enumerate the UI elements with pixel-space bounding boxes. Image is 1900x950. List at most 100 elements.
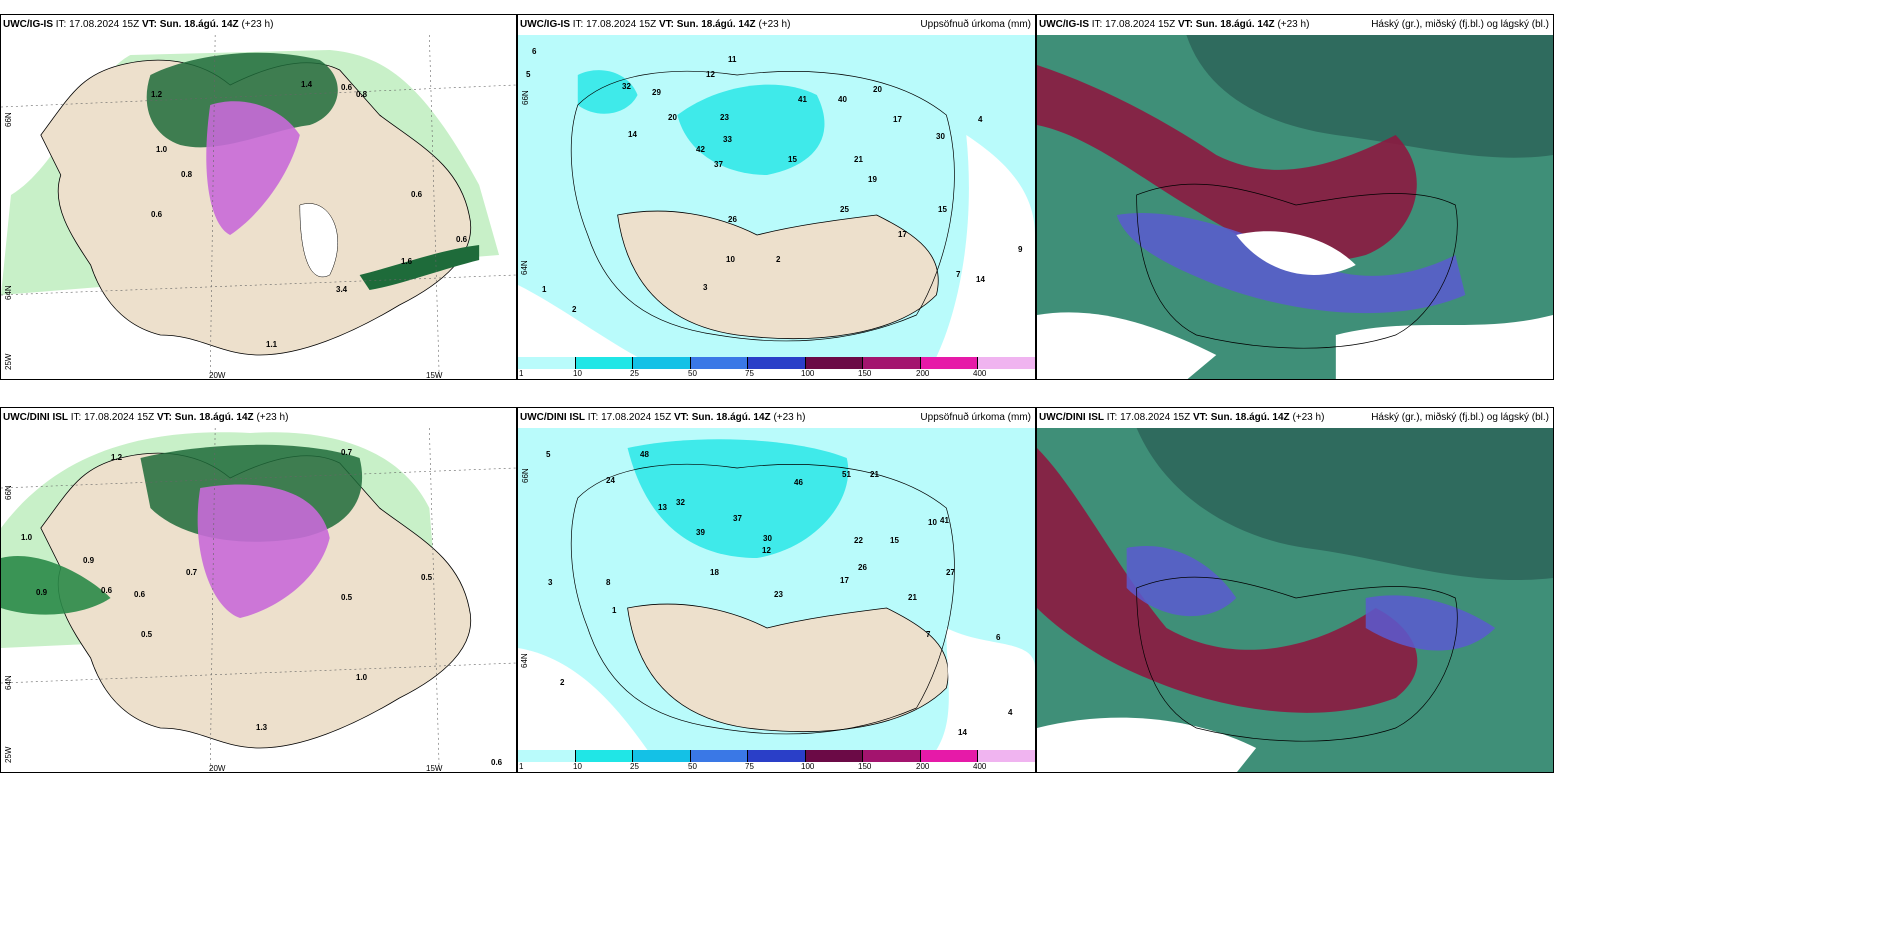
value-label: 1.6 xyxy=(401,257,413,266)
colorbar-tick: 75 xyxy=(745,762,754,771)
value-label: 30 xyxy=(763,534,772,543)
value-label: 10 xyxy=(726,255,735,264)
glacier xyxy=(299,203,338,278)
value-label: 0.6 xyxy=(134,590,146,599)
colorbar-swatch xyxy=(978,750,1035,762)
lat-label: 64N xyxy=(520,260,529,275)
value-label: 22 xyxy=(854,536,863,545)
value-label: 12 xyxy=(762,546,771,555)
value-label: 4 xyxy=(978,115,983,124)
panel-dini-wind-precip: UWC/DINI ISL IT: 17.08.2024 15Z VT: Sun.… xyxy=(0,407,517,773)
colorbar-tick: 150 xyxy=(858,762,872,771)
panel-field-label: Háský (gr.), miðský (fj.bl.) og lágský (… xyxy=(1371,412,1549,423)
value-label: 51 xyxy=(842,470,851,479)
colorbar: 1 10 25 50 75 100 150 200 400 xyxy=(518,750,1035,771)
value-label: 33 xyxy=(723,135,732,144)
map-plot: 0.7 1.2 1.0 0.9 0.9 0.6 0.6 0.5 0.7 0.5 … xyxy=(1,428,516,772)
no-precip-area xyxy=(518,285,638,357)
value-label: 4 xyxy=(1008,708,1013,717)
value-label: 8 xyxy=(606,578,611,587)
value-label: 6 xyxy=(996,633,1001,642)
precip-area-10 xyxy=(677,84,825,175)
value-label: 30 xyxy=(936,132,945,141)
high-cloud-area xyxy=(1186,35,1553,158)
value-label: 1.4 xyxy=(301,80,313,89)
colorbar-tick: 1 xyxy=(519,762,524,771)
value-label: 0.6 xyxy=(101,586,113,595)
value-label: 21 xyxy=(854,155,863,164)
map-plot: 6 5 12 11 32 29 20 23 41 40 20 17 30 14 … xyxy=(518,35,1035,357)
value-label: 10 xyxy=(928,518,937,527)
colorbar-tick: 10 xyxy=(573,762,582,771)
value-label: 20 xyxy=(668,113,677,122)
mid-cloud-area xyxy=(1037,65,1417,261)
colorbar-tick: 50 xyxy=(688,762,697,771)
panel-title: UWC/DINI ISL IT: 17.08.2024 15Z VT: Sun.… xyxy=(520,412,806,423)
colorbar-swatch xyxy=(806,750,863,762)
precip-area-10 xyxy=(627,439,849,558)
value-label: 21 xyxy=(870,470,879,479)
colorbar-tick: 150 xyxy=(858,369,872,378)
heavy-precip-core xyxy=(197,484,330,618)
value-label: 1.0 xyxy=(156,145,168,154)
coastline xyxy=(1136,183,1458,349)
map-svg xyxy=(1,35,516,379)
value-label: 1.2 xyxy=(111,453,123,462)
colorbar-tick: 75 xyxy=(745,369,754,378)
value-label: 9 xyxy=(1018,245,1023,254)
value-label: 0.6 xyxy=(341,83,353,92)
high-cloud-area xyxy=(1136,428,1553,581)
colorbar-swatch xyxy=(576,750,633,762)
value-label: 0.7 xyxy=(186,568,198,577)
map-svg xyxy=(518,428,1035,750)
low-cloud-area xyxy=(1126,546,1237,617)
colorbar-swatch xyxy=(518,750,576,762)
colorbar-swatch xyxy=(633,357,691,369)
panel-field-label: Uppsöfnuð úrkoma (mm) xyxy=(920,412,1031,423)
value-label: 26 xyxy=(858,563,867,572)
value-label: 48 xyxy=(640,450,649,459)
lat-label: 66N xyxy=(4,485,13,500)
colorbar-swatch xyxy=(921,357,978,369)
value-label: 26 xyxy=(728,215,737,224)
value-label: 0.5 xyxy=(141,630,153,639)
clear-sky xyxy=(1037,717,1257,772)
value-label: 17 xyxy=(893,115,902,124)
value-label: 0.6 xyxy=(456,235,468,244)
value-label: 18 xyxy=(710,568,719,577)
colorbar: 1 10 25 50 75 100 150 200 400 xyxy=(518,357,1035,378)
panel-field-label: Uppsöfnuð úrkoma (mm) xyxy=(920,19,1031,30)
lat-label: 64N xyxy=(520,653,529,668)
colorbar-swatch xyxy=(576,357,633,369)
value-label: 23 xyxy=(720,113,729,122)
colorbar-tick: 10 xyxy=(573,369,582,378)
value-label: 1.3 xyxy=(256,723,268,732)
value-label: 6 xyxy=(532,47,537,56)
map-svg xyxy=(1,428,516,772)
colorbar-swatch xyxy=(978,357,1035,369)
heavy-precip-core xyxy=(206,101,300,235)
value-label: 2 xyxy=(776,255,781,264)
colorbar-tick: 1 xyxy=(519,369,524,378)
precip-area-10 xyxy=(577,70,638,114)
value-label: 17 xyxy=(898,230,907,239)
clear-sky xyxy=(1037,312,1217,379)
colorbar-tick: 400 xyxy=(973,369,987,378)
colorbar-swatch xyxy=(748,750,806,762)
heavy-precip-area xyxy=(1,556,111,615)
colorbar-swatch xyxy=(863,750,921,762)
no-precip-area xyxy=(936,628,1035,750)
map-plot: 1.4 0.6 0.8 1.2 1.0 0.8 0.6 0.6 1.6 0.6 … xyxy=(1,35,516,379)
colorbar-tick: 25 xyxy=(630,762,639,771)
value-label: 3.4 xyxy=(336,285,348,294)
value-label: 17 xyxy=(840,576,849,585)
panel-dini-accum-precip: UWC/DINI ISL IT: 17.08.2024 15Z VT: Sun.… xyxy=(517,407,1036,773)
grid xyxy=(1,35,516,379)
dry-land xyxy=(617,210,939,339)
value-label: 5 xyxy=(526,70,531,79)
lat-label: 66N xyxy=(4,112,13,127)
value-label: 14 xyxy=(958,728,967,737)
value-label: 32 xyxy=(622,82,631,91)
colorbar-swatch xyxy=(863,357,921,369)
value-label: 0.9 xyxy=(83,556,95,565)
